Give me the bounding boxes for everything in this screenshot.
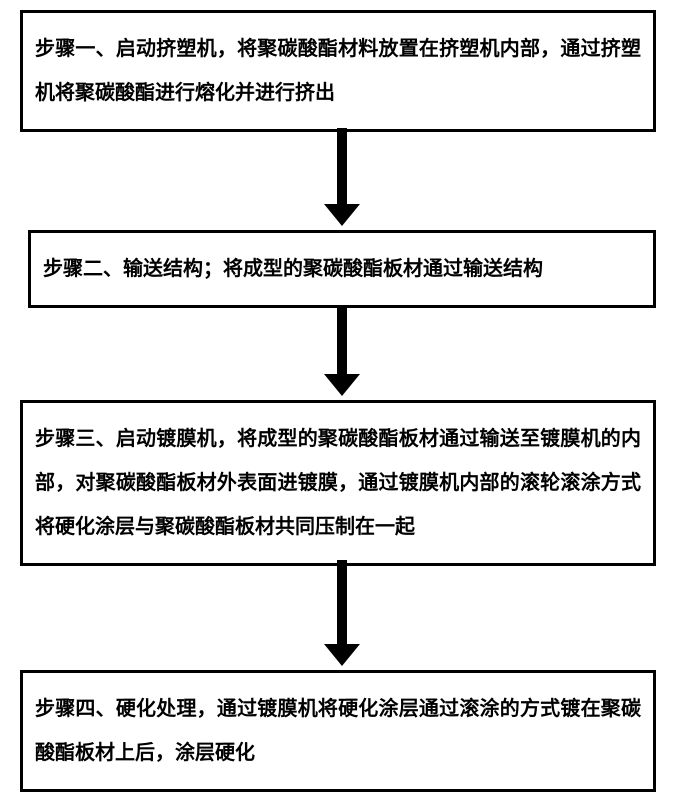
arrow-shaft bbox=[337, 306, 347, 374]
arrow-shaft bbox=[337, 128, 347, 204]
step-box-2: 步骤二、输送结构；将成型的聚碳酸酯板材通过输送结构 bbox=[28, 230, 656, 308]
arrow-down-icon bbox=[324, 306, 360, 396]
arrow-down-icon bbox=[324, 560, 360, 666]
arrow-head bbox=[324, 204, 360, 226]
arrow-head bbox=[324, 644, 360, 666]
flowchart-canvas: 步骤一、启动挤塑机，将聚碳酸酯材料放置在挤塑机内部，通过挤塑机将聚碳酸酯进行熔化… bbox=[0, 0, 683, 807]
step-box-4: 步骤四、硬化处理，通过镀膜机将硬化涂层通过滚涂的方式镀在聚碳酸酯板材上后，涂层硬… bbox=[20, 670, 656, 792]
step-box-1: 步骤一、启动挤塑机，将聚碳酸酯材料放置在挤塑机内部，通过挤塑机将聚碳酸酯进行熔化… bbox=[20, 10, 656, 132]
arrow-head bbox=[324, 374, 360, 396]
arrow-shaft bbox=[337, 560, 347, 644]
arrow-down-icon bbox=[324, 128, 360, 226]
step-box-3: 步骤三、启动镀膜机，将成型的聚碳酸酯板材通过输送至镀膜机的内部，对聚碳酸酯板材外… bbox=[20, 400, 656, 566]
